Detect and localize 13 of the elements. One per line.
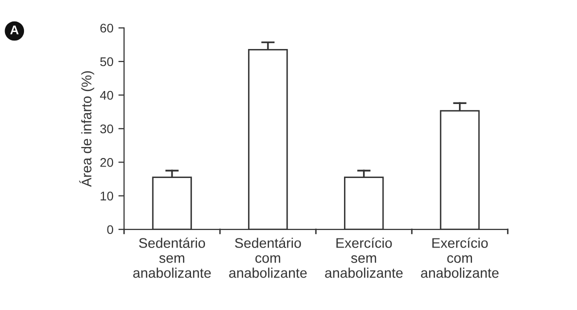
y-tick-label: 50 [100, 57, 114, 66]
y-tick-label: 10 [100, 192, 114, 200]
y-tick-label: 40 [100, 90, 114, 100]
x-tick-label: Exercício sem anabolizante [325, 238, 403, 278]
y-tick-label: 20 [100, 158, 114, 167]
x-tick-label: Sedentário com anabolizante [229, 238, 307, 278]
text: A [10, 26, 19, 34]
x-tick-label: Sedentário sem anabolizante [133, 238, 211, 278]
y-tick-label: 60 [100, 24, 114, 33]
y-tick-label: 0 [107, 225, 114, 234]
x-tick-label: Exercício com anabolizante [421, 238, 499, 278]
y-axis-title: Área de infarto (%) [79, 71, 94, 187]
y-tick-label: 30 [100, 124, 114, 134]
